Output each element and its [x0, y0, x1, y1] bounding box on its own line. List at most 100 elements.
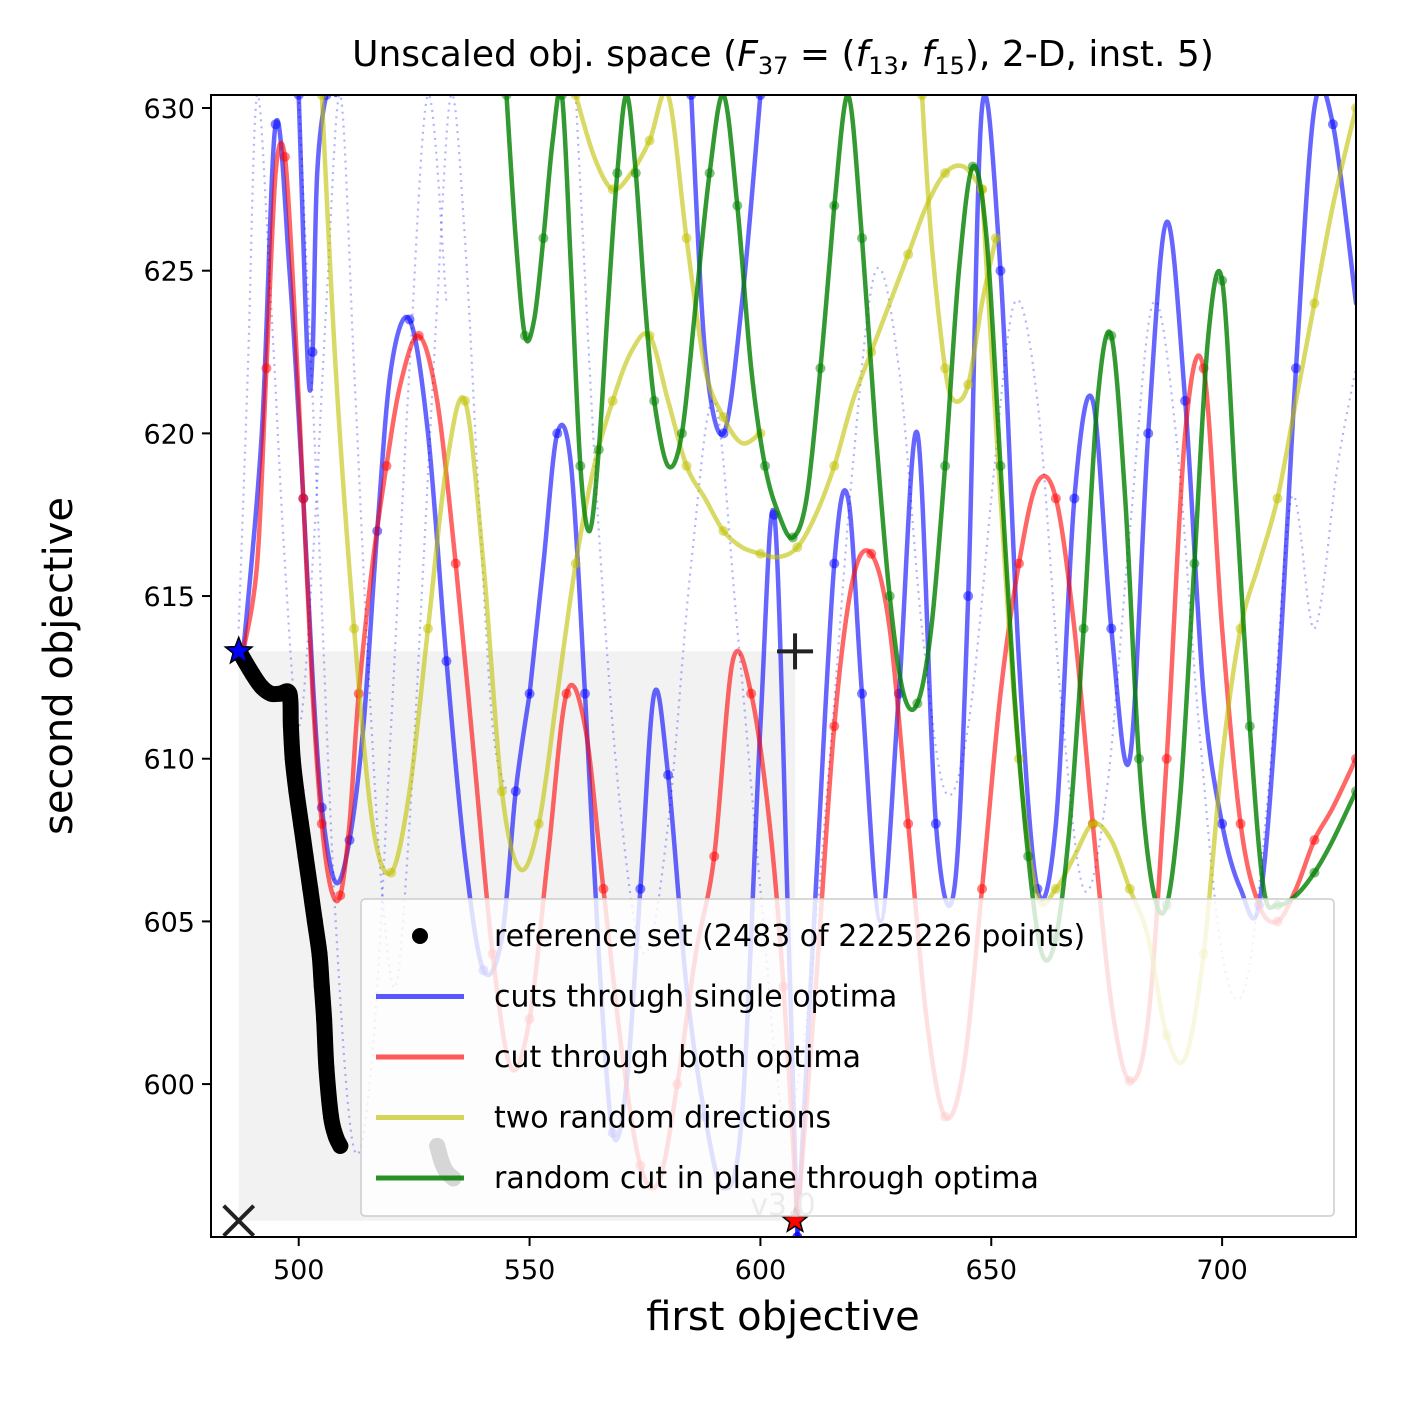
- series-4-sample-point: [1244, 721, 1255, 732]
- series-1-sample-point: [829, 558, 840, 569]
- x-ticks: 500 550 600 650 700: [273, 1237, 1248, 1286]
- legend-label: cut through both optima: [494, 1040, 861, 1075]
- series-3-sample-point: [1050, 883, 1061, 894]
- series-4-sample-point: [612, 168, 623, 179]
- y-tick-label: 610: [143, 745, 195, 776]
- series-4-sample-point: [856, 233, 867, 244]
- y-tick-label: 615: [143, 582, 195, 613]
- series-2-curve-1: [795, 353, 1356, 1223]
- series-2-sample-point: [866, 548, 877, 559]
- series-1-sample-point: [792, 1232, 803, 1237]
- reference-set-point: [244, 666, 261, 683]
- series-2-sample-point: [279, 151, 290, 162]
- series-1-sample-point: [856, 688, 867, 699]
- series-4-sample-point: [1023, 851, 1034, 862]
- y-tick-label: 630: [143, 94, 195, 125]
- series-4-sample-point: [1351, 786, 1356, 797]
- series-2-sample-point: [977, 883, 988, 894]
- title-F: F: [737, 34, 759, 75]
- series-1-sample-point: [1143, 428, 1154, 439]
- series-4-sample-point: [1134, 753, 1145, 764]
- legend-label: cuts through single optima: [494, 980, 897, 1015]
- series-3-sample-point: [570, 95, 581, 100]
- series-3-sample-point: [963, 379, 974, 390]
- reference-set-point: [332, 1137, 349, 1154]
- series-4-curve-0: [504, 95, 837, 541]
- series-1-sample-point: [995, 265, 1006, 276]
- series-4-sample-point: [630, 168, 641, 179]
- series-2-sample-point: [1235, 818, 1246, 829]
- series-3-sample-point: [917, 95, 928, 100]
- series-4-sample-point: [732, 200, 743, 211]
- series-1-sample-point: [1327, 119, 1338, 130]
- series-3-sample-point: [644, 135, 655, 146]
- series-3-sample-point: [1124, 883, 1135, 894]
- series-1-sample-point: [270, 119, 281, 130]
- reference-set-point: [282, 718, 299, 735]
- title-F-sub: 37: [758, 52, 789, 80]
- series-4-sample-point: [556, 95, 567, 100]
- x-tick-label: 700: [1196, 1255, 1248, 1286]
- series-3-sample-point: [1272, 493, 1283, 504]
- series-3-sample-point: [422, 623, 433, 634]
- series-2-sample-point: [450, 558, 461, 569]
- reference-set-point: [311, 945, 328, 962]
- optimum-1-star: [223, 635, 255, 665]
- series-3-sample-point: [349, 623, 360, 634]
- series-1-sample-point: [930, 818, 941, 829]
- series-3-sample-point: [496, 786, 507, 797]
- series-4-sample-point: [967, 161, 978, 172]
- series-3-sample-point: [570, 558, 581, 569]
- series-3-sample-point: [533, 818, 544, 829]
- series-2-sample-point: [316, 818, 327, 829]
- series-2-sample-point: [413, 330, 424, 341]
- series-1-sample-point: [963, 591, 974, 602]
- series-3-sample-point: [316, 95, 327, 100]
- series-2-sample-point: [709, 851, 720, 862]
- axes-frame: [210, 94, 1357, 1238]
- series-1-sample-point: [307, 347, 318, 358]
- series-4-sample-point: [760, 460, 771, 471]
- series-3-sample-point: [903, 249, 914, 260]
- series-1-sample-point: [1069, 493, 1080, 504]
- legend-items: reference set (2483 of 2225226 points) cu…: [376, 919, 1085, 1196]
- series-3-sample-point: [1309, 298, 1320, 309]
- series-3-sample-point: [1351, 103, 1356, 114]
- series-1-sample-point: [293, 95, 304, 100]
- series-4-sample-point: [676, 428, 687, 439]
- legend-box: [360, 898, 1335, 1217]
- series-1-sample-point: [552, 428, 563, 439]
- y-tick-label: 605: [143, 907, 195, 938]
- series-4-sample-point: [829, 200, 840, 211]
- series-1-sample-point: [510, 786, 521, 797]
- y-axis-label: second objective: [36, 497, 82, 835]
- x-tick-label: 600: [735, 1255, 787, 1286]
- series-1-sample-point: [1106, 623, 1117, 634]
- series-4-sample-point: [912, 698, 923, 709]
- series-2-sample-point: [903, 818, 914, 829]
- series-2-sample-point: [1050, 493, 1061, 504]
- series-4-sample-point: [995, 460, 1006, 471]
- series-4-sample-point: [940, 460, 951, 471]
- reference-set-point: [281, 685, 298, 702]
- title-eq: = (: [788, 34, 855, 75]
- series-3-sample-point: [718, 412, 729, 423]
- series-1-sample-point: [686, 95, 697, 100]
- chart-title: Unscaled obj. space (F37 = (f13, f15), 2…: [352, 34, 1214, 80]
- series-2-sample-point: [261, 363, 272, 374]
- series-2-sample-point: [298, 493, 309, 504]
- series-3-sample-point: [386, 867, 397, 878]
- series-3-sample-point: [940, 363, 951, 374]
- series-4-sample-point: [787, 532, 798, 543]
- series-4-sample-point: [1078, 623, 1089, 634]
- x-tick-label: 500: [273, 1255, 325, 1286]
- x-axis-label: first objective: [646, 1294, 920, 1340]
- series-3-sample-point: [607, 395, 618, 406]
- series-4-sample-point: [1309, 867, 1320, 878]
- series-4-sample-point: [501, 95, 512, 100]
- series-1-sample-point: [441, 656, 452, 667]
- series-4-sample-point: [1217, 275, 1228, 286]
- series-3-sample-point: [829, 460, 840, 471]
- reference-set-point: [313, 978, 330, 995]
